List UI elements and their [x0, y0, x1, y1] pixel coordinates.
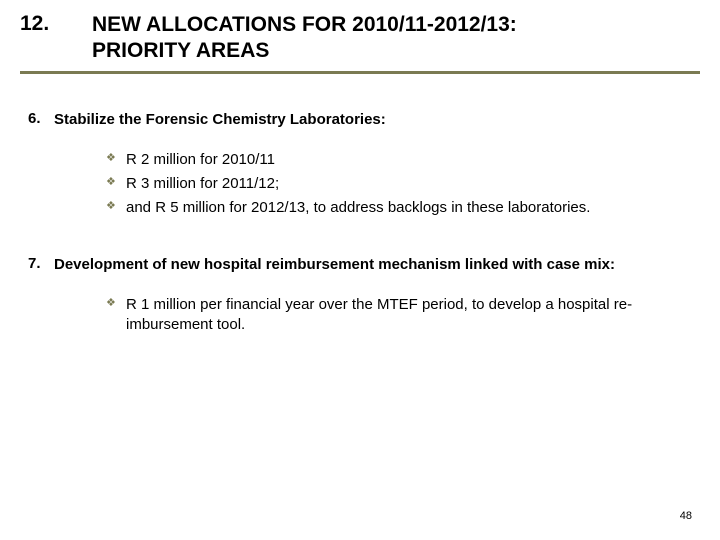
numbered-item: 6. Stabilize the Forensic Chemistry Labo…: [28, 110, 692, 219]
bullet-list: ❖ R 2 million for 2010/11 ❖ R 3 million …: [28, 150, 692, 219]
title-line-1: NEW ALLOCATIONS FOR 2010/11-2012/13:: [92, 12, 700, 38]
diamond-bullet-icon: ❖: [106, 150, 126, 168]
bullet-row: ❖ R 1 million per financial year over th…: [106, 295, 692, 336]
diamond-bullet-icon: ❖: [106, 295, 126, 313]
bullet-text: R 2 million for 2010/11: [126, 150, 275, 170]
bullet-row: ❖ R 3 million for 2011/12;: [106, 174, 692, 194]
bullet-text: and R 5 million for 2012/13, to address …: [126, 198, 590, 218]
bullet-row: ❖ and R 5 million for 2012/13, to addres…: [106, 198, 692, 218]
diamond-bullet-icon: ❖: [106, 174, 126, 192]
bullet-text: R 1 million per financial year over the …: [126, 295, 692, 336]
section-number: 12.: [20, 12, 92, 36]
slide-body: 6. Stabilize the Forensic Chemistry Labo…: [0, 110, 720, 336]
title-block: NEW ALLOCATIONS FOR 2010/11-2012/13: PRI…: [92, 12, 720, 65]
bullet-row: ❖ R 2 million for 2010/11: [106, 150, 692, 170]
numbered-label: 7.: [28, 255, 54, 272]
slide-header: 12. NEW ALLOCATIONS FOR 2010/11-2012/13:…: [0, 0, 720, 65]
diamond-bullet-icon: ❖: [106, 198, 126, 216]
bullet-text: R 3 million for 2011/12;: [126, 174, 279, 194]
numbered-row: 7. Development of new hospital reimburse…: [28, 255, 692, 275]
page-number: 48: [680, 510, 692, 522]
numbered-item: 7. Development of new hospital reimburse…: [28, 255, 692, 336]
bullet-list: ❖ R 1 million per financial year over th…: [28, 295, 692, 336]
numbered-text: Stabilize the Forensic Chemistry Laborat…: [54, 110, 386, 130]
numbered-row: 6. Stabilize the Forensic Chemistry Labo…: [28, 110, 692, 130]
numbered-text: Development of new hospital reimbursemen…: [54, 255, 615, 275]
numbered-label: 6.: [28, 110, 54, 127]
title-underline: [20, 71, 700, 74]
title-line-2: PRIORITY AREAS: [92, 38, 700, 64]
